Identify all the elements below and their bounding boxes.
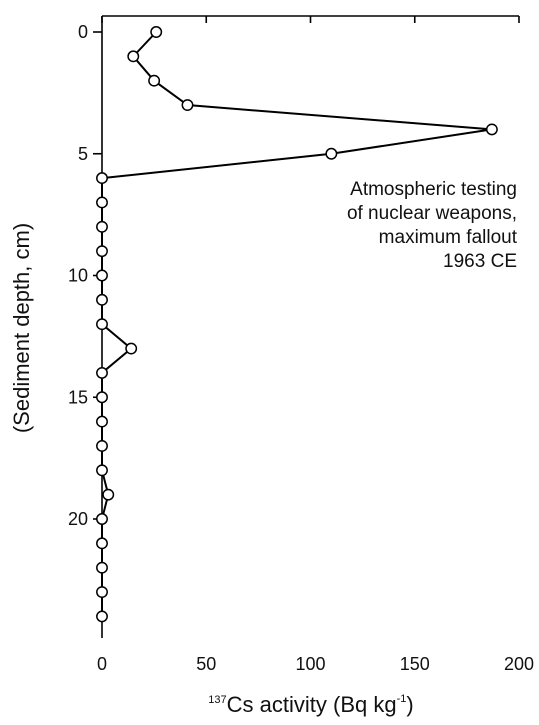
x-axis-title-unit-superscript: -1 (397, 693, 407, 705)
data-point (485, 123, 498, 136)
data-point (181, 99, 194, 112)
x-axis-title-main: Cs activity (Bq kg (227, 692, 397, 717)
annotation-line: 1963 CE (443, 251, 517, 272)
y-tick-label: 15 (68, 387, 88, 407)
y-tick-label: 0 (78, 22, 88, 42)
y-tick-label: 20 (68, 509, 88, 529)
x-axis-title-isotope-superscript: 137 (208, 694, 226, 706)
data-point (102, 488, 115, 501)
annotation-line: of nuclear weapons, (347, 203, 517, 224)
fallout-annotation: Atmospheric testing of nuclear weapons, ma… (347, 179, 518, 272)
data-point (96, 269, 108, 282)
data-point (96, 440, 108, 452)
data-point (96, 391, 108, 404)
x-tick-label: 200 (504, 654, 534, 674)
data-point (125, 342, 138, 355)
data-point (150, 26, 163, 38)
x-axis-title-close: ) (406, 692, 413, 717)
data-point (96, 561, 108, 574)
data-point (96, 415, 108, 428)
data-point (96, 196, 108, 209)
data-point (96, 610, 108, 623)
data-point (148, 74, 161, 87)
x-tick-label: 150 (400, 654, 430, 674)
x-tick-label: 100 (295, 654, 325, 674)
data-point (96, 245, 108, 258)
y-tick-label: 10 (68, 266, 88, 286)
y-tick-label: 5 (78, 144, 88, 164)
annotation-line: Atmospheric testing (350, 179, 517, 200)
x-axis-title: 137Cs activity (Bq kg-1) (208, 692, 413, 717)
x-tick-label: 0 (97, 654, 107, 674)
annotation-line: maximum fallout (379, 227, 518, 248)
data-point (96, 366, 108, 379)
data-point (325, 147, 338, 160)
data-point (96, 318, 108, 331)
data-point (96, 513, 108, 525)
data-point (96, 464, 108, 477)
data-point (96, 537, 108, 550)
axes (101, 15, 519, 638)
x-tick-label: 50 (196, 654, 216, 674)
data-point (96, 586, 108, 598)
y-axis-title: (Sediment depth, cm) (9, 223, 34, 433)
series-layer (96, 26, 498, 623)
data-point (96, 172, 108, 185)
data-point (96, 220, 108, 233)
data-point (127, 50, 140, 63)
data-point (96, 293, 108, 306)
cs137-profile-line (101, 31, 493, 617)
